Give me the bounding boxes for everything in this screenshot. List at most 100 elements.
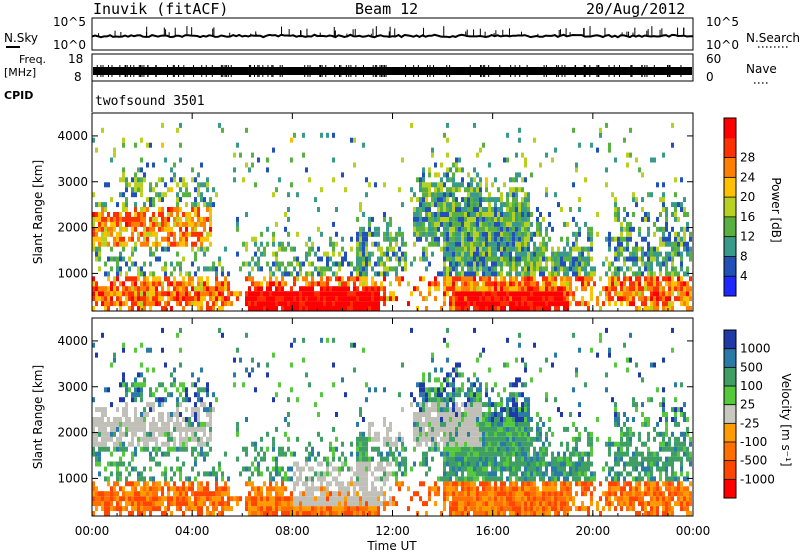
velocity-cell: [416, 382, 419, 387]
power-cell: [566, 281, 569, 286]
power-cell: [425, 182, 428, 187]
power-cell: [422, 227, 425, 232]
power-cell: [563, 247, 566, 252]
velocity-cell: [173, 368, 176, 373]
velocity-cell: [179, 427, 182, 432]
power-cell: [512, 296, 515, 301]
power-cell: [434, 232, 437, 237]
velocity-cell: [191, 481, 194, 486]
velocity-cell: [365, 471, 368, 476]
velocity-cell: [188, 427, 191, 432]
velocity-cell: [470, 432, 473, 437]
velocity-cell: [167, 491, 170, 496]
power-cell: [218, 296, 221, 301]
power-cell: [308, 237, 311, 242]
velocity-cell: [413, 427, 416, 432]
velocity-cell: [449, 511, 452, 516]
power-cell: [482, 257, 485, 262]
velocity-cell: [299, 506, 302, 511]
power-cell: [302, 301, 305, 306]
power-cell: [413, 217, 416, 222]
power-cell: [347, 286, 350, 291]
velocity-cell: [449, 417, 452, 422]
velocity-cell: [479, 397, 482, 402]
velocity-cell: [464, 437, 467, 442]
power-cell: [455, 232, 458, 237]
power-cell: [110, 286, 113, 291]
power-cell: [680, 177, 683, 182]
power-cell: [686, 286, 689, 291]
power-cell: [518, 296, 521, 301]
power-cell: [365, 257, 368, 262]
power-cell: [116, 262, 119, 267]
velocity-cell: [233, 382, 236, 387]
velocity-cell: [143, 432, 146, 437]
velocity-cell: [380, 501, 383, 506]
velocity-cell: [152, 392, 155, 397]
power-cell: [581, 252, 584, 257]
power-cell: [182, 222, 185, 227]
velocity-cell: [272, 457, 275, 462]
power-cell: [353, 266, 356, 271]
power-cell: [425, 207, 428, 212]
power-cell: [137, 167, 140, 172]
power-cell: [503, 182, 506, 187]
velocity-cell: [269, 471, 272, 476]
power-cell: [644, 286, 647, 291]
power-cell: [509, 227, 512, 232]
freq-band: [93, 67, 692, 75]
velocity-cell: [302, 496, 305, 501]
power-cell: [605, 296, 608, 301]
power-cell: [134, 247, 137, 252]
power-cell: [239, 266, 242, 271]
velocity-cell: [455, 452, 458, 457]
velocity-cell: [167, 442, 170, 447]
power-cell: [293, 133, 296, 138]
velocity-cell: [155, 387, 158, 392]
power-cell: [233, 291, 236, 296]
power-cell: [140, 222, 143, 227]
power-cell: [638, 286, 641, 291]
power-cell: [488, 232, 491, 237]
power-cell: [398, 257, 401, 262]
power-cell: [260, 281, 263, 286]
power-cell: [524, 177, 527, 182]
velocity-cell: [470, 442, 473, 447]
power-cell: [338, 252, 341, 257]
power-cell: [173, 217, 176, 222]
power-cell: [260, 252, 263, 257]
power-cell: [548, 257, 551, 262]
power-cell: [137, 182, 140, 187]
power-cell: [134, 227, 137, 232]
power-cell: [680, 301, 683, 306]
power-cell: [293, 296, 296, 301]
power-cell: [671, 247, 674, 252]
power-cell: [467, 301, 470, 306]
velocity-cell: [398, 432, 401, 437]
power-cell: [671, 262, 674, 267]
power-cell: [380, 296, 383, 301]
velocity-cell: [455, 457, 458, 462]
power-cell: [416, 212, 419, 217]
power-cell: [191, 222, 194, 227]
velocity-cell: [251, 496, 254, 501]
power-cell: [266, 286, 269, 291]
velocity-cell: [377, 476, 380, 481]
power-cell: [341, 172, 344, 177]
velocity-cell: [464, 407, 467, 412]
velocity-cell: [149, 511, 152, 516]
velocity-cell: [461, 447, 464, 452]
velocity-cell: [155, 481, 158, 486]
power-cell: [176, 202, 179, 207]
power-cell: [515, 227, 518, 232]
velocity-cell: [398, 392, 401, 397]
velocity-cell: [461, 462, 464, 467]
velocity-cell: [305, 496, 308, 501]
power-cell: [614, 301, 617, 306]
power-cell: [161, 237, 164, 242]
power-cell: [608, 296, 611, 301]
power-cell: [362, 232, 365, 237]
power-cell: [527, 242, 530, 247]
power-cell: [521, 252, 524, 257]
power-cell: [170, 262, 173, 267]
